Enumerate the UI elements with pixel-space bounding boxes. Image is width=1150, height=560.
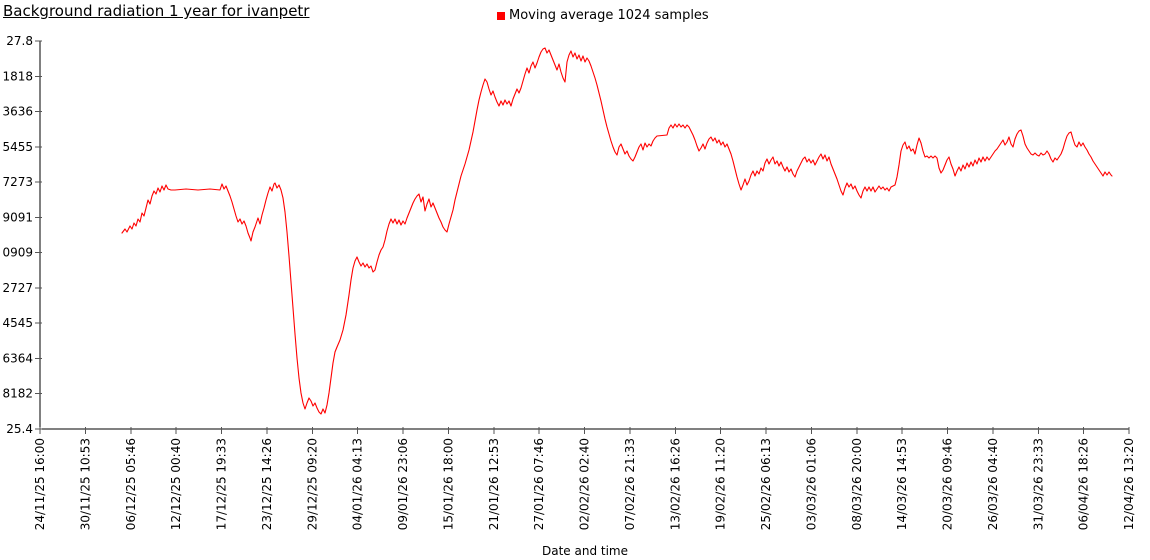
y-tick-label: 2727 <box>2 281 33 295</box>
x-tick-label: 13/02/26 16:26 <box>668 438 682 530</box>
moving-average-line <box>121 47 1113 415</box>
x-tick-label: 15/01/26 18:00 <box>441 438 455 530</box>
legend: Moving average 1024 samples <box>497 8 709 23</box>
y-tick-label: 6364 <box>2 351 33 365</box>
x-tick-label: 27/01/26 07:46 <box>532 438 546 530</box>
y-tick-label: 3636 <box>2 105 33 119</box>
x-tick-label: 08/03/26 20:00 <box>850 438 864 530</box>
y-tick-label: 4545 <box>2 316 33 330</box>
x-tick-label: 02/02/26 02:40 <box>578 438 592 530</box>
legend-label: Moving average 1024 samples <box>509 8 709 23</box>
x-tick-label: 12/04/26 13:20 <box>1122 438 1136 530</box>
y-tick-label: 8182 <box>2 387 33 401</box>
x-tick-label: 21/01/26 12:53 <box>487 438 501 530</box>
y-tick-label: 7273 <box>2 175 33 189</box>
x-tick-label: 09/01/26 23:06 <box>396 438 410 530</box>
x-tick-label: 20/03/26 09:46 <box>941 438 955 530</box>
y-tick-label: 9091 <box>2 210 33 224</box>
x-tick-label: 19/02/26 11:20 <box>714 438 728 530</box>
x-tick-label: 17/12/25 19:33 <box>215 438 229 530</box>
x-tick-label: 07/02/26 21:33 <box>623 438 637 530</box>
x-axis-title: Date and time <box>542 544 628 558</box>
y-tick-label: 25.4 <box>6 422 33 436</box>
legend-marker-icon <box>497 11 505 20</box>
x-tick-label: 06/04/26 18:26 <box>1077 438 1091 530</box>
chart-title: Background radiation 1 year for ivanpetr <box>3 2 310 20</box>
y-tick-label: 1818 <box>2 69 33 83</box>
x-tick-label: 29/12/25 09:20 <box>305 438 319 530</box>
x-tick-label: 30/11/25 10:53 <box>78 438 92 530</box>
x-tick-label: 14/03/26 14:53 <box>895 438 909 530</box>
y-tick-label: 5455 <box>2 140 33 154</box>
x-tick-label: 23/12/25 14:26 <box>260 438 274 530</box>
y-tick-label: 27.8 <box>6 34 33 48</box>
x-tick-label: 25/02/26 06:13 <box>759 438 773 530</box>
x-tick-label: 12/12/25 00:40 <box>169 438 183 530</box>
x-tick-label: 03/03/26 01:06 <box>804 438 818 530</box>
x-tick-label: 26/03/26 04:40 <box>986 438 1000 530</box>
x-tick-label: 31/03/26 23:33 <box>1031 438 1045 530</box>
y-tick-label: 0909 <box>2 246 33 260</box>
x-tick-label: 24/11/25 16:00 <box>33 438 47 530</box>
x-tick-label: 06/12/25 05:46 <box>124 438 138 530</box>
x-tick-label: 04/01/26 04:13 <box>351 438 365 530</box>
